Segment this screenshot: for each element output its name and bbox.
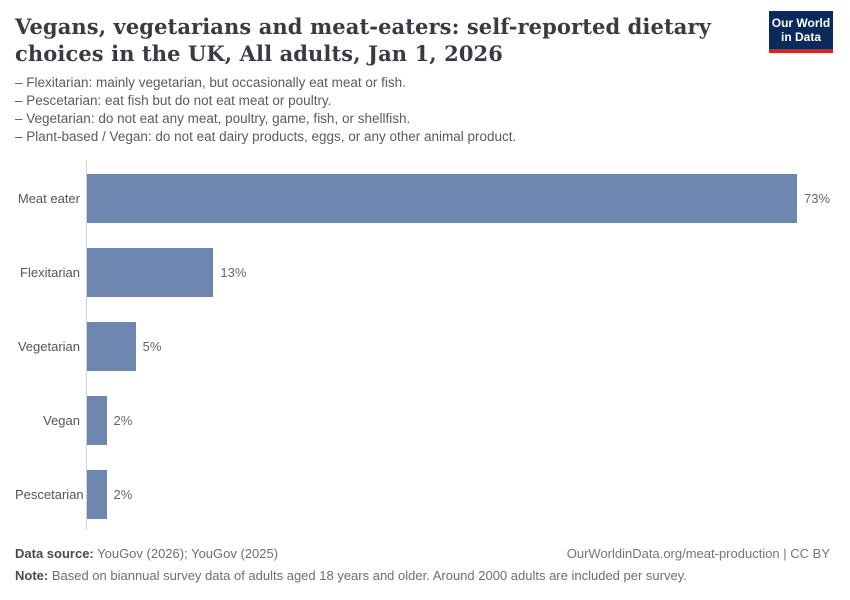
bar-chart: Meat eater 73% Flexitarian 13% Vegetarian 5% V…: [15, 160, 840, 530]
category-label: Meat eater: [17, 191, 80, 206]
note-label: Note:: [15, 568, 49, 583]
value-label: 73%: [804, 191, 831, 206]
footer-note-line: Note: Based on biannual survey data of a…: [15, 567, 830, 584]
owid-logo[interactable]: Our World in Data: [769, 11, 833, 53]
bar[interactable]: [87, 396, 107, 445]
category-label: Pescetarian: [15, 487, 84, 502]
bar[interactable]: [87, 322, 136, 371]
bar[interactable]: [87, 174, 797, 223]
subtitle-line: – Vegetarian: do not eat any meat, poult…: [15, 111, 411, 126]
value-label: 13%: [220, 265, 247, 280]
category-label: Vegan: [43, 413, 80, 428]
bar-row: Flexitarian 13%: [15, 248, 840, 297]
subtitle-line: – Plant-based / Vegan: do not eat dairy …: [15, 129, 517, 144]
value-label: 2%: [113, 413, 133, 428]
bar[interactable]: [87, 248, 214, 297]
chart-title: Vegans, vegetarians and meat-eaters: sel…: [15, 14, 711, 66]
footer-sources-line: Data source: YouGov (2026); YouGov (2025…: [15, 545, 830, 562]
bar-track: 73%: [87, 174, 840, 223]
bar-track: 13%: [87, 248, 840, 297]
bar-track: 2%: [87, 396, 840, 445]
value-label: 5%: [142, 339, 162, 354]
bar[interactable]: [87, 470, 107, 519]
bar-track: 2%: [87, 470, 840, 519]
note-value: Based on biannual survey data of adults …: [48, 568, 687, 583]
bar-row: Vegetarian 5%: [15, 322, 840, 371]
bar-row: Vegan 2%: [15, 396, 840, 445]
chart-subtitle: – Flexitarian: mainly vegetarian, but oc…: [15, 74, 735, 146]
category-label: Vegetarian: [17, 339, 80, 354]
bar-rows: Meat eater 73% Flexitarian 13% Vegetarian 5% V…: [15, 174, 840, 544]
y-axis-line: [86, 160, 87, 530]
category-label: Flexitarian: [20, 265, 80, 280]
data-source-text: Data source: YouGov (2026); YouGov (2025…: [15, 545, 278, 562]
data-source-value: YouGov (2026); YouGov (2025): [93, 546, 279, 561]
owid-url-license-link[interactable]: OurWorldinData.org/meat-production | CC …: [566, 546, 830, 561]
chart-footer: Data source: YouGov (2026); YouGov (2025…: [15, 545, 830, 584]
subtitle-line: – Pescetarian: eat fish but do not eat m…: [15, 93, 332, 108]
owid-logo-line2: in Data: [780, 30, 821, 44]
bar-row: Meat eater 73%: [15, 174, 840, 223]
data-source-label: Data source:: [15, 546, 94, 561]
value-label: 2%: [113, 487, 133, 502]
bar-track: 5%: [87, 322, 840, 371]
subtitle-line: – Flexitarian: mainly vegetarian, but oc…: [15, 75, 406, 90]
bar-row: Pescetarian 2%: [15, 470, 840, 519]
owid-logo-line1: Our World: [771, 16, 831, 30]
